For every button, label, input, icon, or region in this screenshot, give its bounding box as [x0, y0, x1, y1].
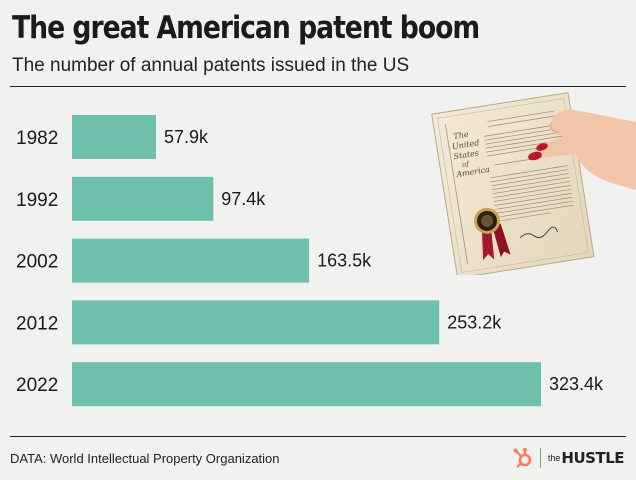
value-label-2022: 323.4k	[549, 374, 604, 394]
logo-separator	[539, 448, 541, 468]
svg-text:United: United	[451, 138, 480, 151]
hubspot-sprocket-icon	[513, 447, 532, 468]
category-label-2022: 2022	[16, 375, 58, 396]
category-label-2012: 2012	[16, 313, 58, 334]
bar-2012	[72, 300, 440, 345]
value-label-1992: 97.4k	[221, 189, 266, 209]
bar-1982	[72, 115, 156, 159]
bar-1992	[72, 176, 214, 221]
category-label-2002: 2002	[16, 252, 58, 273]
logo-hustle-text: HUSTLE	[561, 449, 624, 467]
bottom-divider	[10, 436, 626, 437]
bar-2002	[72, 238, 310, 283]
data-source-note: DATA: World Intellectual Property Organi…	[10, 451, 280, 466]
svg-text:States: States	[453, 148, 480, 161]
logo-the-text: the	[547, 453, 561, 463]
the-hustle-logo: the HUSTLE	[512, 447, 624, 469]
patent-certificate-hand-image: The United States of America	[431, 92, 636, 275]
category-label-1992: 1992	[16, 190, 58, 211]
value-label-2002: 163.5k	[317, 251, 372, 271]
chart-title: The great American patent boom	[12, 10, 480, 46]
category-label-1982: 1982	[16, 128, 58, 149]
bar-2022	[72, 362, 541, 407]
value-label-2012: 253.2k	[447, 312, 502, 332]
value-label-1982: 57.9k	[164, 127, 209, 147]
svg-text:The: The	[453, 130, 470, 141]
chart-subtitle: The number of annual patents issued in t…	[12, 55, 410, 76]
top-divider	[10, 86, 626, 87]
svg-text:of: of	[461, 160, 470, 169]
